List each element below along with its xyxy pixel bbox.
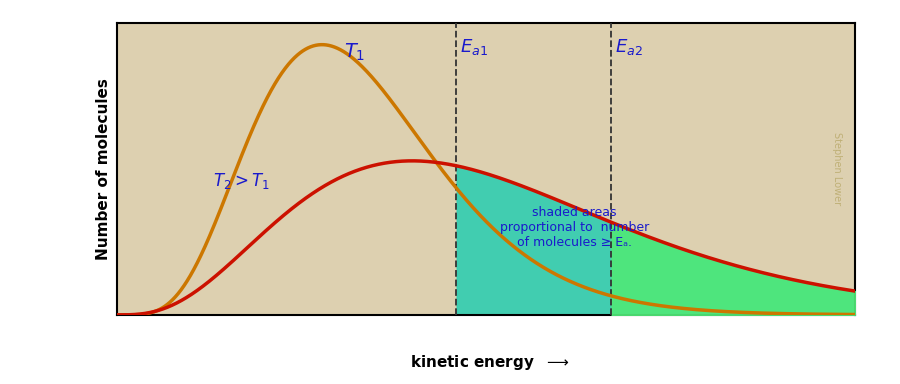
Text: kinetic energy  $\longrightarrow$: kinetic energy $\longrightarrow$ xyxy=(410,354,571,372)
Y-axis label: Number of molecules: Number of molecules xyxy=(96,78,112,260)
Text: $T_2 > T_1$: $T_2 > T_1$ xyxy=(213,172,270,192)
Text: $E_{a2}$: $E_{a2}$ xyxy=(616,37,643,57)
Text: Stephen Lower: Stephen Lower xyxy=(832,132,842,205)
Text: $E_{a1}$: $E_{a1}$ xyxy=(460,37,488,57)
Text: $T_1$: $T_1$ xyxy=(344,42,365,63)
Text: shaded areas
proportional to  number
of molecules ≥ Eₐ.: shaded areas proportional to number of m… xyxy=(500,206,649,249)
